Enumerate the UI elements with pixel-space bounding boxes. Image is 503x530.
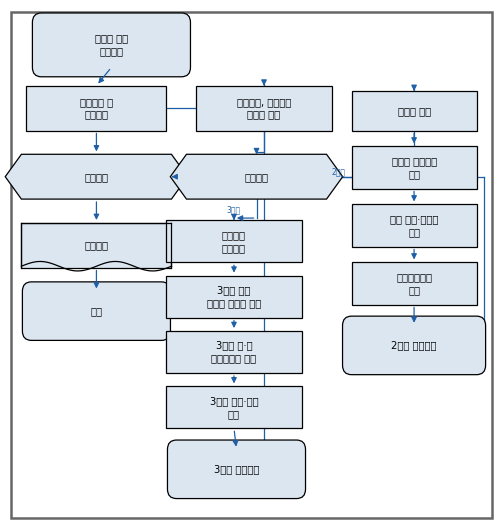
FancyBboxPatch shape	[197, 86, 331, 130]
Text: 3차원: 3차원	[226, 205, 240, 214]
Text: 3차원 계산종료: 3차원 계산종료	[214, 464, 259, 474]
Text: 모드분리: 모드분리	[244, 172, 269, 182]
Text: 수평 이류·확산항
계산: 수평 이류·확산항 계산	[390, 214, 438, 237]
Text: 수평이류, 확산계산
경압력 계산: 수평이류, 확산계산 경압력 계산	[237, 97, 291, 120]
FancyBboxPatch shape	[352, 146, 477, 189]
Text: 2차원: 2차원	[331, 167, 346, 176]
Text: 2차원 계산종료: 2차원 계산종료	[391, 340, 437, 350]
FancyBboxPatch shape	[23, 282, 171, 340]
FancyBboxPatch shape	[166, 331, 301, 373]
FancyBboxPatch shape	[166, 386, 301, 428]
Text: 종료: 종료	[91, 306, 103, 316]
Text: 실험조건 및
계수입력: 실험조건 및 계수입력	[80, 97, 113, 120]
FancyBboxPatch shape	[32, 13, 191, 77]
Polygon shape	[171, 154, 343, 199]
FancyBboxPatch shape	[343, 316, 485, 375]
Text: 격자망 구성
수심입력: 격자망 구성 수심입력	[95, 33, 128, 56]
Text: 3차원 난류
운동량 확산항 계산: 3차원 난류 운동량 확산항 계산	[207, 285, 261, 308]
Text: 해수면 경계조건
입력: 해수면 경계조건 입력	[391, 156, 437, 179]
Text: 해수면 변화: 해수면 변화	[397, 106, 431, 116]
Text: 수직방향
유속계산: 수직방향 유속계산	[222, 230, 246, 253]
FancyBboxPatch shape	[26, 86, 166, 130]
FancyBboxPatch shape	[352, 91, 477, 130]
FancyBboxPatch shape	[166, 276, 301, 317]
FancyBboxPatch shape	[22, 223, 172, 268]
Text: 3차원 이류·확산
계산: 3차원 이류·확산 계산	[210, 396, 259, 419]
FancyBboxPatch shape	[352, 262, 477, 305]
Polygon shape	[5, 154, 188, 199]
Text: 계산시작: 계산시작	[85, 172, 109, 182]
Text: 유속경계조건
입력: 유속경계조건 입력	[396, 272, 432, 295]
FancyBboxPatch shape	[352, 205, 477, 246]
Text: 결과출력: 결과출력	[85, 240, 109, 250]
FancyBboxPatch shape	[12, 12, 491, 518]
FancyBboxPatch shape	[167, 440, 305, 499]
FancyBboxPatch shape	[166, 220, 301, 262]
Text: 3차원 열·염
보존방정식 계산: 3차원 열·염 보존방정식 계산	[211, 341, 257, 364]
